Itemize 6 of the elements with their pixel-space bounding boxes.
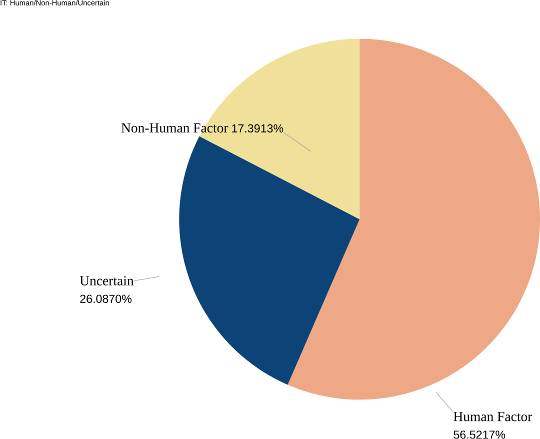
slice-label: Non-Human Factor — [121, 123, 228, 133]
data-label: 56.5217% — [454, 430, 506, 439]
data-label: 17.3913% — [232, 124, 284, 133]
data-label: 26.0870% — [80, 294, 132, 304]
slice-label: Uncertain — [80, 276, 134, 286]
slice-label: Human Factor — [454, 412, 532, 422]
